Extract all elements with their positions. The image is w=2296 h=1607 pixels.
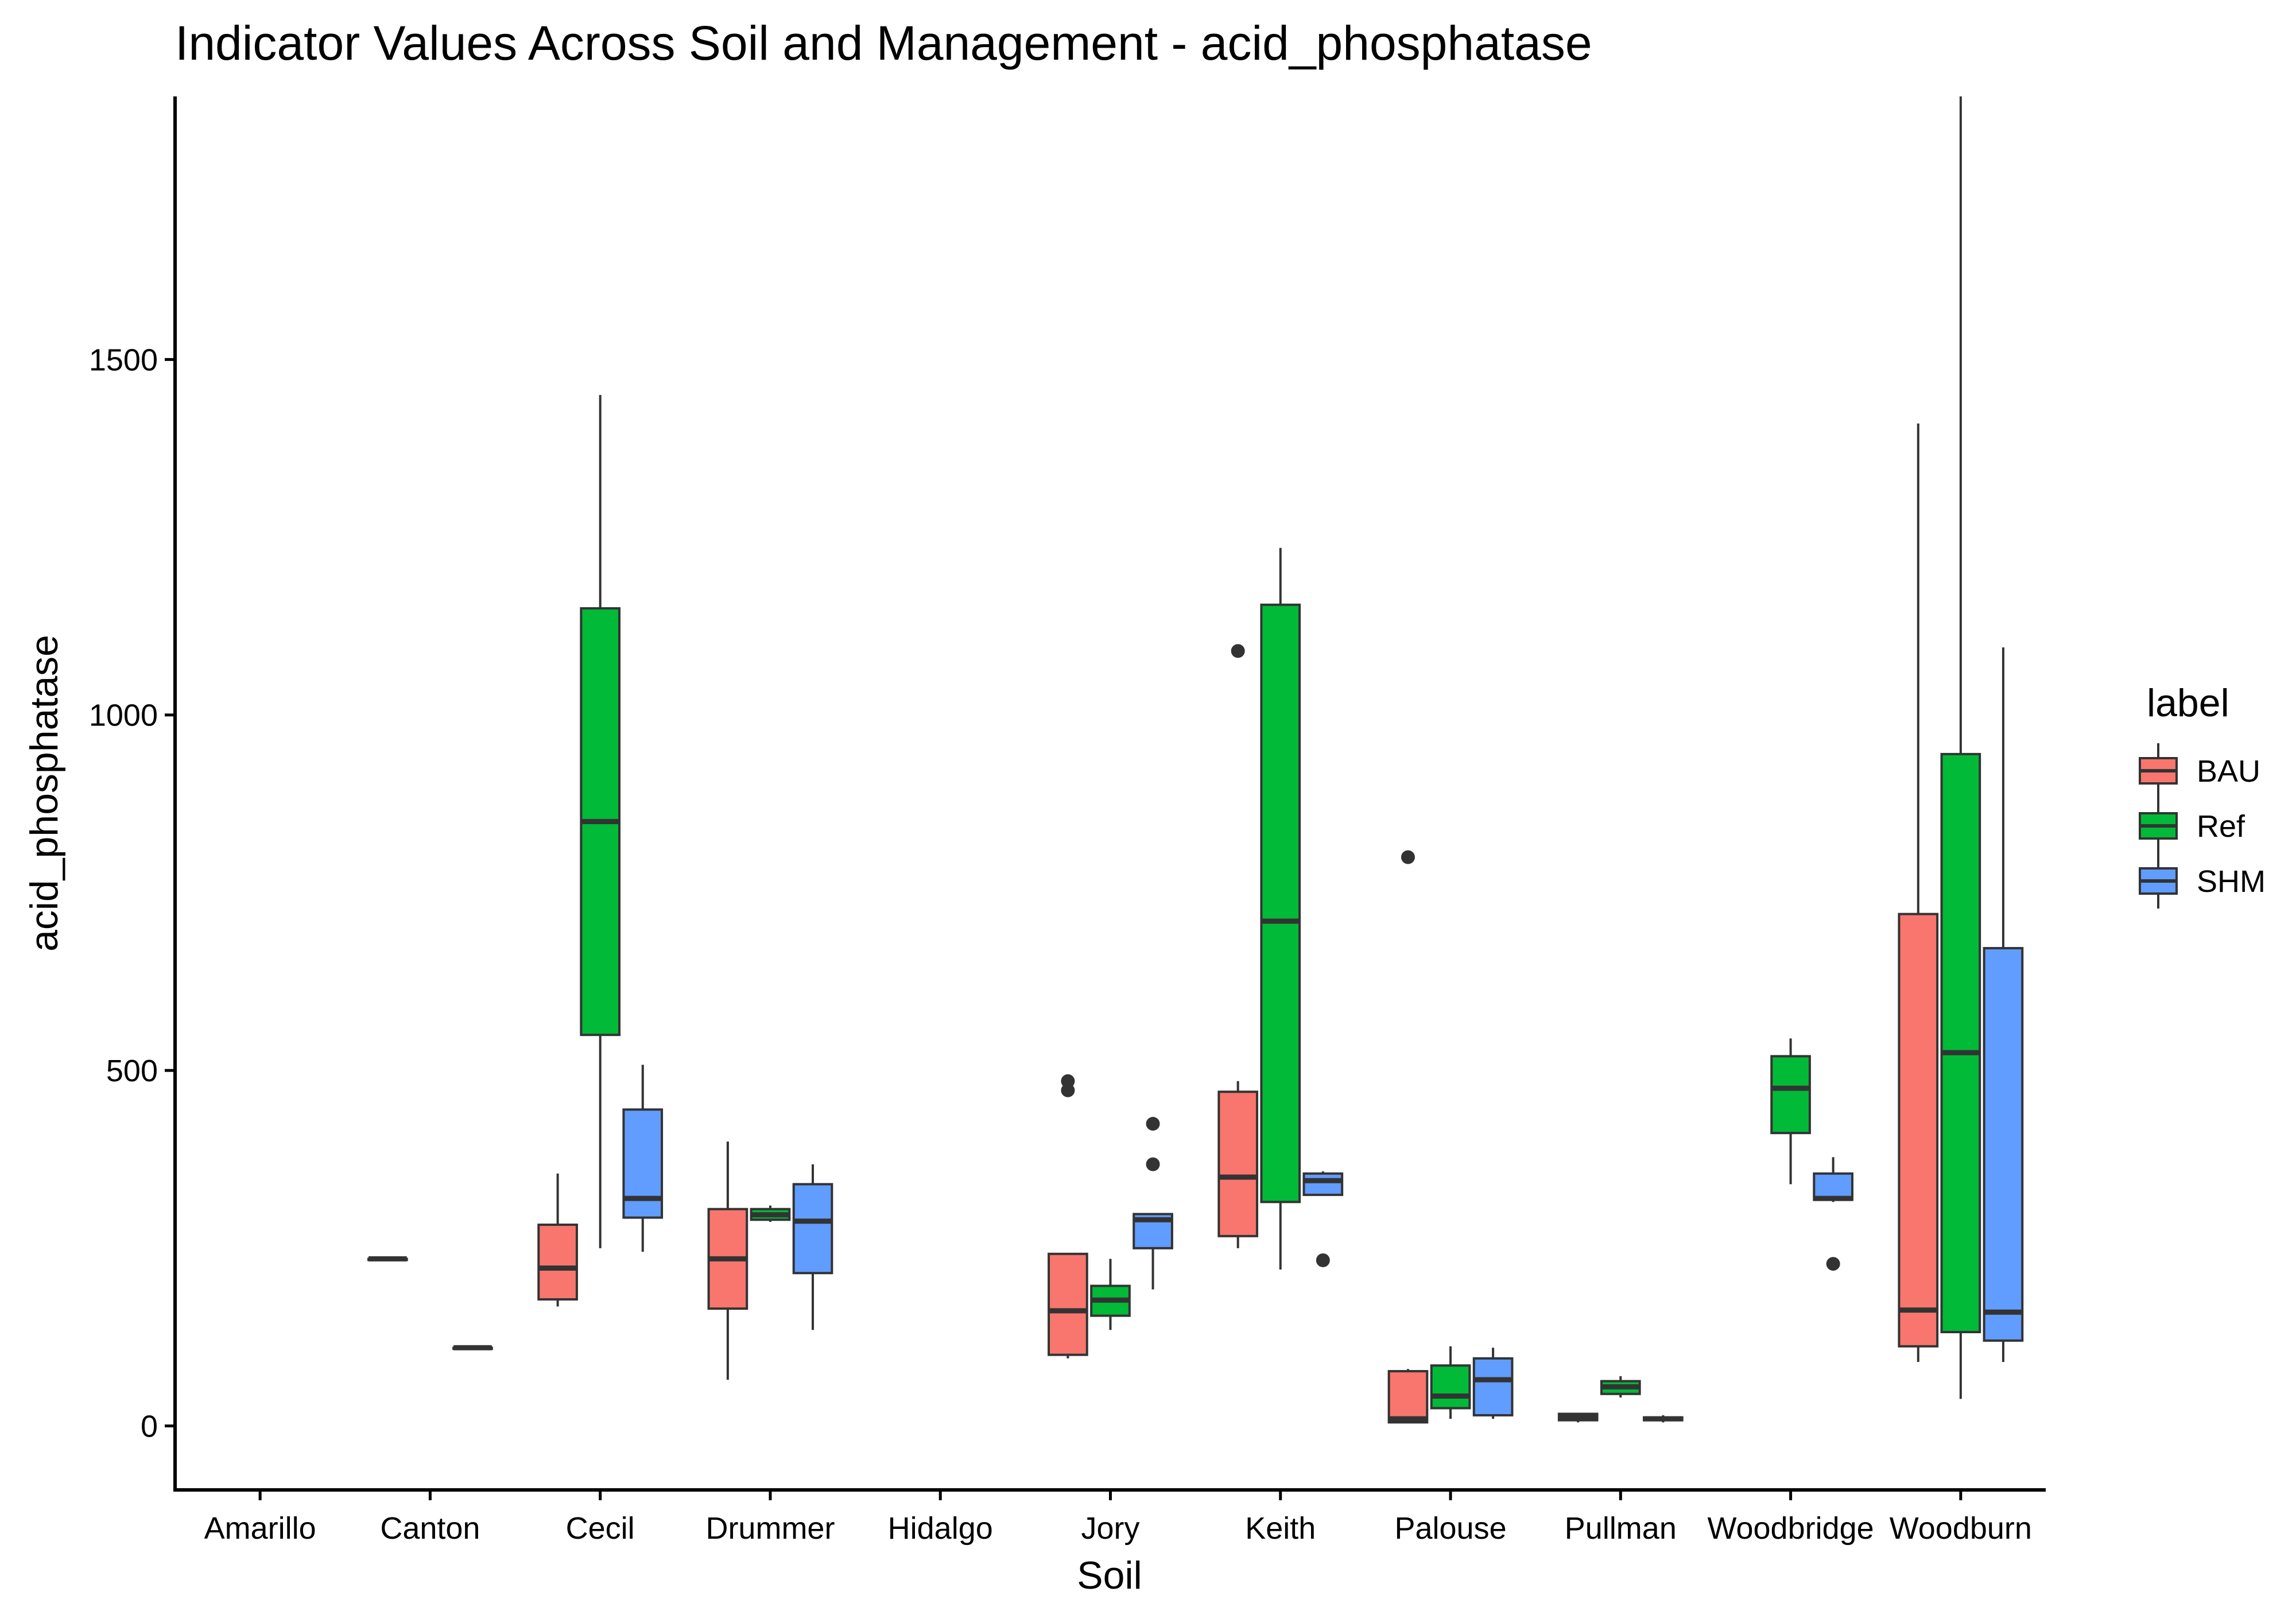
x-tick-label: Drummer (705, 1511, 835, 1546)
box-ref-jory (1090, 1259, 1131, 1330)
box-ref-drummer (750, 1205, 791, 1222)
box-iqr (622, 1108, 664, 1219)
box-iqr (1217, 1090, 1259, 1237)
outlier-point (1316, 1253, 1330, 1267)
y-tick-label: 0 (141, 1410, 158, 1444)
x-axis-ticks: Amarillo Canton Cecil Drummer Hidalgo Jory Kei… (204, 1490, 2032, 1546)
box-bau-keith (1217, 644, 1259, 1248)
legend-key-bau (2139, 743, 2178, 798)
x-tick-label: Pullman (1565, 1511, 1677, 1546)
x-tick-label: Amarillo (204, 1511, 316, 1546)
box-iqr (1430, 1364, 1471, 1410)
x-tick-label: Cecil (566, 1511, 635, 1546)
box-iqr (1770, 1055, 1811, 1135)
legend-label-ref: Ref (2197, 809, 2245, 844)
y-tick-label: 1500 (89, 343, 158, 377)
box-bau-palouse (1387, 850, 1429, 1424)
x-tick-label: Woodburn (1890, 1511, 2032, 1546)
legend-label-bau: BAU (2197, 754, 2260, 789)
box-ref-woodburn (1940, 96, 1981, 1399)
box-iqr (1898, 913, 1939, 1348)
outlier-point (1231, 644, 1245, 658)
box-bau-woodburn (1898, 423, 1939, 1363)
box-bau-jory (1048, 1074, 1088, 1358)
box-ref-palouse (1430, 1346, 1471, 1419)
x-tick-label: Jory (1081, 1511, 1139, 1546)
box-iqr (792, 1183, 833, 1275)
box-ref-woodbridge (1770, 1038, 1811, 1185)
x-tick-label: Keith (1245, 1511, 1316, 1546)
legend: label BAU Ref SHM (2139, 681, 2266, 909)
box-bau-cecil (537, 1173, 578, 1307)
x-tick-label: Canton (380, 1511, 480, 1546)
box-bau-canton (367, 1256, 408, 1261)
box-shm-canton (452, 1345, 493, 1350)
x-tick-label: Palouse (1394, 1511, 1506, 1546)
box-shm-drummer (792, 1164, 833, 1330)
box-shm-jory (1133, 1117, 1173, 1290)
outlier-point (1826, 1257, 1840, 1271)
legend-key-ref (2139, 798, 2178, 853)
box-iqr (1302, 1172, 1344, 1196)
chart-title: Indicator Values Across Soil and Managem… (175, 16, 1592, 70)
box-shm-cecil (622, 1065, 664, 1252)
box-shm-keith (1302, 1171, 1344, 1267)
box-shm-woodbridge (1813, 1157, 1853, 1271)
x-axis-title: Soil (1077, 1554, 1142, 1597)
box-iqr (1472, 1357, 1514, 1416)
box-ref-cecil (580, 395, 621, 1248)
x-tick-label: Woodbridge (1707, 1511, 1874, 1546)
legend-label-shm: SHM (2197, 864, 2266, 899)
y-tick-label: 500 (106, 1054, 158, 1088)
outlier-point (1061, 1083, 1075, 1097)
box-ref-pullman (1600, 1376, 1641, 1398)
plot-area (367, 96, 2024, 1424)
y-tick-label: 1000 (89, 698, 158, 733)
box-ref-keith (1260, 548, 1301, 1270)
legend-key-shm (2139, 853, 2178, 909)
box-shm-woodburn (1983, 647, 2024, 1363)
y-axis-title: acid_phosphatase (22, 635, 66, 952)
box-shm-palouse (1472, 1348, 1514, 1419)
box-iqr (537, 1223, 578, 1301)
box-iqr (1940, 752, 1981, 1333)
box-iqr (1813, 1172, 1853, 1201)
outlier-point (1146, 1157, 1160, 1171)
outlier-point (1146, 1117, 1160, 1131)
box-iqr (1260, 603, 1301, 1204)
box-iqr (1048, 1252, 1088, 1356)
legend-title: label (2147, 681, 2229, 725)
box-bau-pullman (1557, 1412, 1599, 1423)
outlier-point (1401, 850, 1415, 864)
x-tick-label: Hidalgo (888, 1511, 993, 1546)
box-iqr (1387, 1370, 1429, 1424)
box-iqr (1983, 947, 2024, 1342)
box-bau-drummer (707, 1142, 748, 1380)
box-shm-pullman (1643, 1415, 1684, 1423)
y-axis-ticks: 0 500 1000 1500 (89, 343, 175, 1444)
